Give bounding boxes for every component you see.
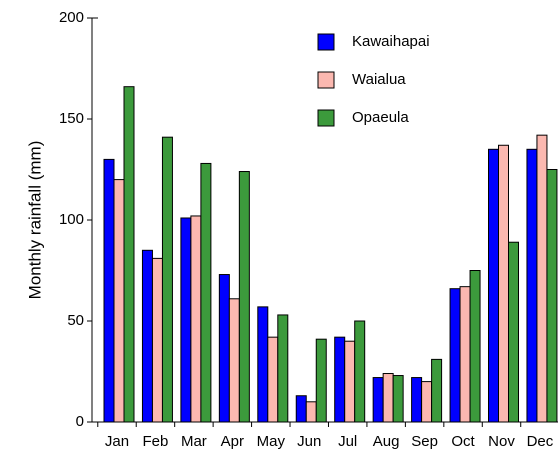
bar <box>141 249 153 423</box>
x-tick-label: Apr <box>221 433 244 450</box>
bar <box>411 377 423 423</box>
bar <box>449 288 461 423</box>
x-tick-label: Nov <box>488 433 515 450</box>
bar <box>218 274 230 423</box>
bar <box>151 257 163 423</box>
legend-swatch <box>317 71 335 89</box>
bar <box>161 136 173 423</box>
x-tick-label: Dec <box>527 433 554 450</box>
bar <box>228 298 240 423</box>
x-tick-label: Jul <box>338 433 357 450</box>
bar <box>546 169 558 423</box>
bar <box>508 241 519 423</box>
bar <box>459 286 471 423</box>
bar <box>113 179 125 423</box>
bar <box>238 171 250 423</box>
bar <box>488 148 499 423</box>
bar <box>200 162 212 423</box>
bar <box>103 158 115 423</box>
bar <box>305 401 317 423</box>
legend-swatch <box>317 33 335 51</box>
legend-label: Waialua <box>352 71 406 88</box>
bar <box>382 373 394 423</box>
bar <box>180 217 192 423</box>
x-tick-label: Jun <box>297 433 321 450</box>
y-tick-label: 50 <box>67 312 84 329</box>
bar <box>498 144 509 423</box>
bar <box>431 358 443 423</box>
bar <box>421 381 433 423</box>
legend-label: Kawaihapai <box>352 33 430 50</box>
x-tick-label: May <box>257 433 286 450</box>
bar <box>354 320 366 423</box>
bar <box>257 306 269 423</box>
bar <box>277 314 289 423</box>
x-tick-label: Sep <box>411 433 438 450</box>
y-tick-label: 200 <box>59 9 84 26</box>
bar <box>123 86 135 423</box>
y-tick-label: 150 <box>59 110 84 127</box>
bar <box>267 336 279 423</box>
y-axis-label: Monthly rainfall (mm) <box>25 141 44 300</box>
y-tick-label: 0 <box>76 413 84 430</box>
bar <box>372 377 384 423</box>
bar <box>295 395 307 423</box>
bar <box>526 148 538 423</box>
bar <box>334 336 346 423</box>
legend-swatch <box>317 109 335 127</box>
bar <box>344 340 356 423</box>
x-tick-label: Mar <box>181 433 207 450</box>
y-tick-label: 100 <box>59 211 84 228</box>
legend-label: Opaeula <box>352 109 409 126</box>
bar <box>536 134 548 423</box>
bar <box>190 215 202 423</box>
x-tick-label: Aug <box>373 433 400 450</box>
bar <box>392 375 404 423</box>
bar <box>469 270 481 423</box>
x-tick-label: Oct <box>451 433 475 450</box>
x-tick-label: Jan <box>105 433 129 450</box>
bar <box>315 338 327 423</box>
x-tick-label: Feb <box>143 433 169 450</box>
